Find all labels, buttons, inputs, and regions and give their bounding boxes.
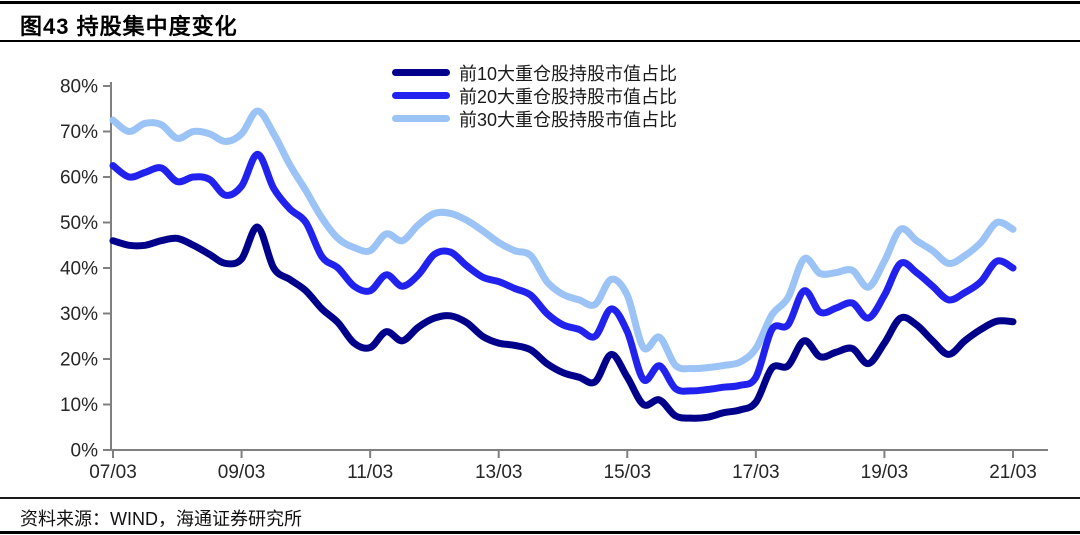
legend-item-top10: 前10大重仓股持股市值占比 (392, 61, 677, 84)
legend-item-top30: 前30大重仓股持股市值占比 (392, 107, 677, 130)
legend-line-icon-top10 (392, 69, 450, 76)
x-tick-label: 13/03 (475, 462, 523, 483)
y-tick-label: 30% (60, 304, 98, 325)
x-tick-label: 21/03 (989, 462, 1037, 483)
title-underline (0, 40, 1080, 42)
legend-label-top30: 前30大重仓股持股市值占比 (459, 109, 678, 130)
legend-line-icon-top20 (392, 92, 450, 99)
x-tick-label: 07/03 (89, 462, 137, 483)
y-tick-label: 80% (60, 77, 98, 98)
y-tick-label: 10% (60, 395, 98, 416)
legend-label-top20: 前20大重仓股持股市值占比 (459, 86, 678, 107)
series-line-top30 (109, 107, 1017, 373)
chart-legend: 前10大重仓股持股市值占比 前20大重仓股持股市值占比 前30大重仓股持股市值占… (392, 61, 677, 130)
bottom-border-line (0, 531, 1080, 534)
x-tick-label: 09/03 (218, 462, 266, 483)
x-tick-label: 11/03 (347, 462, 393, 483)
series-line-top20 (109, 150, 1017, 395)
y-tick-label: 50% (60, 213, 98, 234)
legend-label-top10: 前10大重仓股持股市值占比 (459, 63, 678, 84)
x-tick-label: 17/03 (732, 462, 780, 483)
page-title: 图43 持股集中度变化 (20, 14, 238, 39)
legend-item-top20: 前20大重仓股持股市值占比 (392, 84, 677, 107)
top-border-line (0, 1, 1080, 4)
y-tick-label: 60% (60, 168, 98, 189)
series-line-top10 (109, 223, 1017, 422)
y-tick-label: 70% (60, 122, 98, 143)
x-tick-label: 19/03 (861, 462, 909, 483)
x-tick-label: 15/03 (604, 462, 652, 483)
legend-line-icon-top30 (392, 115, 450, 122)
y-tick-label: 20% (60, 350, 98, 371)
y-tick-label: 0% (71, 441, 99, 462)
y-tick-label: 40% (60, 259, 98, 280)
footer-separator-line (0, 497, 1080, 499)
source-note: 资料来源：WIND，海通证券研究所 (20, 509, 302, 529)
